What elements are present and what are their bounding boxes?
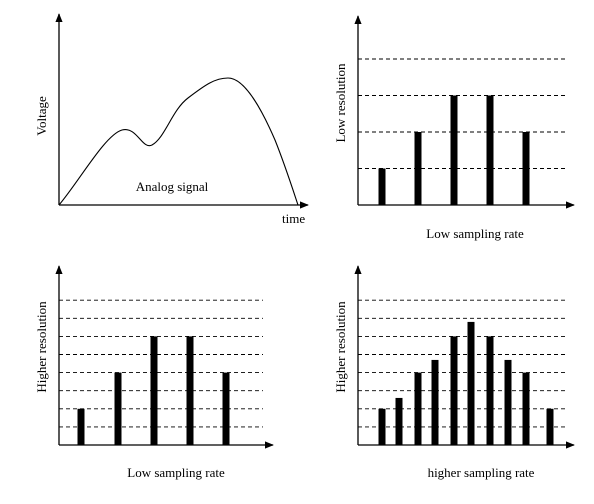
high-res-high-rate-xlabel: higher sampling rate — [428, 465, 535, 480]
sample-bar — [431, 359, 439, 445]
sample-bar — [378, 168, 386, 205]
sample-bar — [450, 336, 458, 445]
sample-bar — [395, 397, 403, 445]
quantization-grid — [358, 299, 565, 428]
sample-bar — [222, 372, 230, 445]
analog-caption: Analog signal — [136, 179, 209, 194]
high-res-low-rate-ylabel: Higher resolution — [34, 301, 49, 393]
high-res-high-rate-ylabel: Higher resolution — [333, 301, 348, 393]
panel-high-res-high-rate: Higher resolution higher sampling rate — [333, 265, 575, 480]
sample-bar — [77, 408, 85, 445]
sample-bar — [486, 336, 494, 445]
sample-bars — [378, 321, 554, 445]
high-res-low-rate-xlabel: Low sampling rate — [127, 465, 225, 480]
sample-bar — [450, 95, 458, 205]
sample-bars — [378, 95, 530, 205]
analog-ylabel: Voltage — [34, 96, 49, 136]
sample-bar — [150, 336, 158, 445]
panel-low-res-low-rate: Low resolution Low sampling rate — [333, 15, 575, 241]
sample-bar — [186, 336, 194, 445]
sample-bar — [504, 359, 512, 445]
panel-analog: Voltage time Analog signal — [34, 13, 309, 226]
sample-bar — [378, 408, 386, 445]
sample-bar — [467, 321, 475, 445]
analog-signal-curve — [58, 77, 299, 206]
sample-bar — [546, 408, 554, 445]
sample-bar — [414, 372, 422, 445]
panel-high-res-low-rate: Higher resolution Low sampling rate — [34, 265, 274, 480]
low-res-xlabel: Low sampling rate — [426, 226, 524, 241]
sample-bar — [486, 95, 494, 205]
analog-xlabel: time — [282, 211, 305, 226]
sample-bars — [77, 336, 230, 445]
quantization-grid — [358, 58, 565, 169]
sample-bar — [114, 372, 122, 445]
sample-bar — [522, 132, 530, 205]
sample-bar — [522, 372, 530, 445]
quantization-grid — [59, 299, 263, 428]
low-res-ylabel: Low resolution — [333, 63, 348, 143]
sample-bar — [414, 132, 422, 205]
